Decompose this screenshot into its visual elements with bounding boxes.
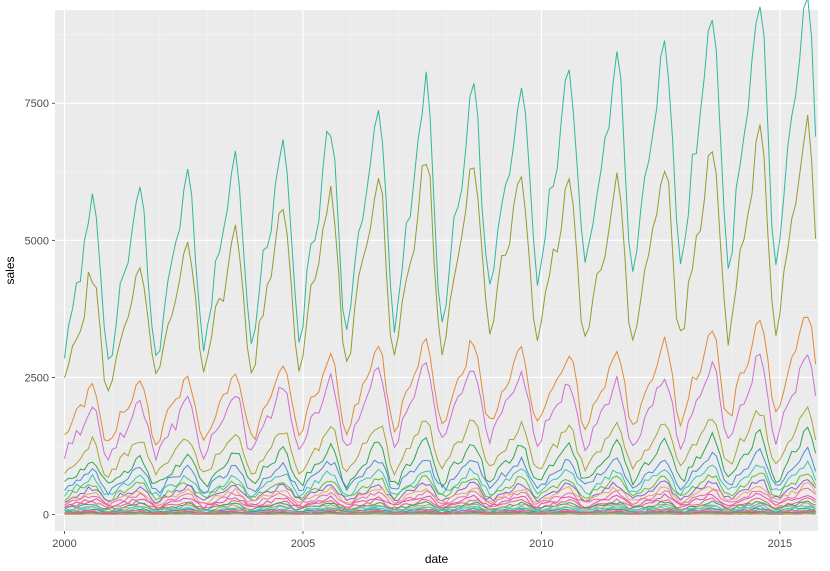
- chart-svg: 0 2500 5000 7500 2000 2005 2010 2015 date sales: [0, 0, 830, 571]
- x-tick-label: 2010: [529, 538, 553, 550]
- y-tick-label: 7500: [25, 98, 49, 110]
- y-tick-label: 0: [43, 510, 49, 522]
- x-tick-label: 2005: [291, 538, 315, 550]
- x-axis-title: date: [425, 552, 449, 566]
- x-tick-label: 2000: [52, 538, 76, 550]
- y-tick-label: 5000: [25, 235, 49, 247]
- y-axis-title: sales: [3, 256, 17, 284]
- series-s_dust: [65, 514, 816, 515]
- x-tick-label: 2015: [768, 538, 792, 550]
- y-tick-label: 2500: [25, 372, 49, 384]
- sales-by-date-chart: 0 2500 5000 7500 2000 2005 2010 2015 date sales: [0, 0, 830, 571]
